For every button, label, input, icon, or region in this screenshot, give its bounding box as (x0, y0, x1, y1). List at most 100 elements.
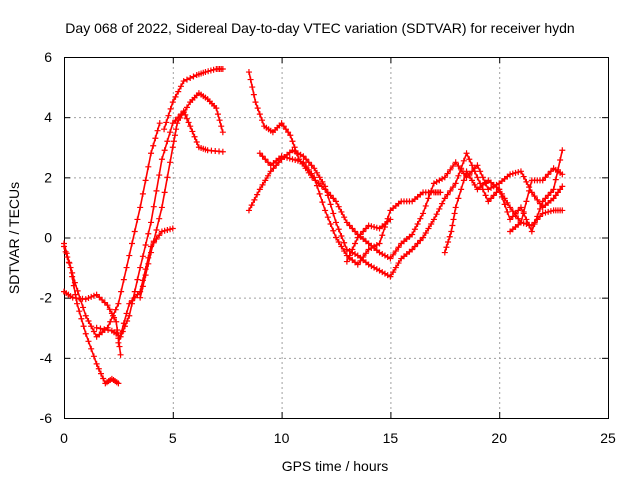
data-point (422, 229, 429, 236)
data-point (507, 204, 514, 211)
x-tick-label: 0 (60, 430, 68, 446)
data-point (338, 208, 345, 215)
data-point (520, 208, 527, 215)
data-point (542, 174, 549, 181)
data-point (447, 187, 454, 194)
data-point (330, 227, 337, 234)
data-point (286, 155, 293, 162)
data-point (126, 300, 133, 307)
data-point (450, 216, 457, 223)
data-point (311, 165, 318, 172)
data-point (96, 294, 103, 301)
data-point (69, 269, 76, 276)
data-point (93, 360, 100, 367)
data-point (134, 216, 141, 223)
data-point (313, 169, 320, 176)
data-point (357, 231, 364, 238)
data-point (175, 88, 182, 95)
data-point (411, 243, 418, 250)
x-axis-ticks: 0 5 10 15 20 25 (60, 57, 616, 446)
data-point (61, 240, 67, 247)
data-point (439, 200, 446, 207)
data-point (360, 254, 367, 261)
x-tick-label: 5 (169, 430, 177, 446)
data-point (420, 234, 427, 241)
data-point (183, 104, 190, 111)
series-track-4 (93, 108, 226, 340)
data-point (185, 119, 192, 126)
data-point (333, 219, 339, 226)
data-point (145, 230, 152, 237)
data-point (387, 273, 394, 280)
data-point (517, 219, 524, 226)
data-point (333, 234, 339, 241)
data-point (71, 279, 78, 286)
data-point (390, 251, 397, 258)
data-point (180, 78, 187, 85)
data-point (95, 365, 102, 372)
data-point (177, 83, 184, 90)
data-point (285, 129, 292, 136)
data-point (441, 174, 448, 181)
data-point (441, 249, 448, 256)
data-point (493, 189, 500, 196)
data-point (101, 326, 108, 333)
data-point (319, 178, 326, 185)
data-point (443, 244, 450, 251)
y-tick-label: 2 (44, 169, 52, 185)
data-point (539, 210, 546, 217)
data-point (455, 195, 462, 202)
data-point (250, 91, 257, 98)
data-point (520, 173, 527, 180)
data-point (129, 297, 135, 304)
data-point (308, 170, 315, 177)
data-point (352, 240, 359, 247)
series-track-9 (245, 147, 566, 280)
data-point (150, 203, 157, 210)
data-point (534, 213, 541, 220)
data-point (338, 243, 345, 250)
data-point (113, 318, 120, 325)
data-point (214, 111, 221, 118)
y-tick-label: 0 (44, 230, 52, 246)
data-point (156, 120, 163, 127)
data-point (82, 296, 89, 303)
data-point (148, 150, 155, 157)
data-point (82, 330, 89, 337)
data-point (534, 196, 541, 203)
data-point (123, 310, 130, 317)
data-point (169, 225, 176, 232)
data-point (458, 165, 465, 172)
data-point (528, 228, 535, 235)
data-point (99, 296, 106, 303)
data-point (490, 192, 497, 199)
data-point (85, 295, 92, 302)
data-point (116, 343, 123, 350)
data-point (172, 93, 179, 100)
data-point (422, 202, 429, 209)
data-point (395, 260, 402, 267)
data-point (154, 127, 161, 134)
data-point (254, 191, 261, 198)
data-point (156, 172, 163, 179)
data-point (390, 269, 397, 276)
data-point (80, 304, 87, 311)
data-point (282, 126, 289, 133)
data-point (183, 76, 190, 83)
data-point (392, 264, 399, 271)
data-point (134, 276, 141, 283)
data-point (447, 166, 454, 173)
series-line (248, 71, 563, 260)
data-point (287, 132, 294, 139)
data-point (335, 203, 342, 210)
data-point (452, 204, 459, 211)
data-point (137, 294, 144, 301)
data-point (354, 261, 361, 268)
data-point (547, 168, 554, 175)
data-point (74, 300, 81, 307)
data-point (305, 159, 312, 166)
data-point (554, 189, 561, 196)
data-point (193, 138, 200, 145)
y-tick-label: 4 (44, 109, 52, 125)
data-point (123, 264, 130, 271)
